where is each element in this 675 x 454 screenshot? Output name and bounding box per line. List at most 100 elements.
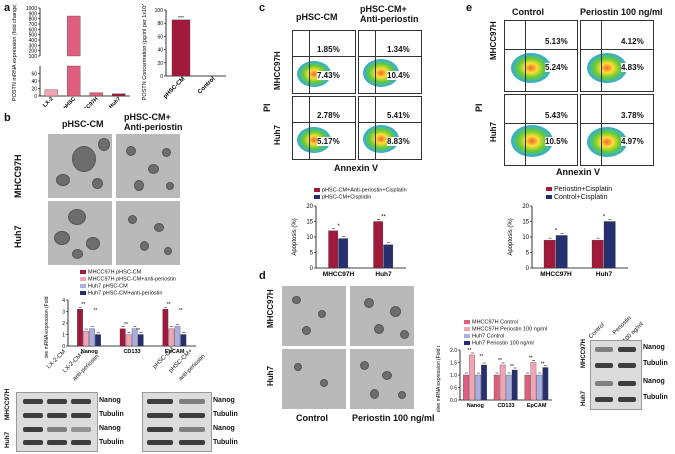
significance-mark: ** <box>81 302 85 308</box>
bar <box>89 328 95 347</box>
d-wb-row-2: Huh7 <box>581 391 587 406</box>
d-wb-row-1: MHCC97H <box>581 338 587 368</box>
e-q4-ur: 3.78% <box>621 111 644 120</box>
d-legend-2: MHCC97H Periostin 100 ng/ml <box>464 327 547 333</box>
b-western-blot-left <box>16 392 98 452</box>
d-legend-3: Huh7 Control <box>464 334 504 340</box>
significance-mark: * <box>337 224 340 230</box>
b-col-title-2a: pHSC-CM+ <box>124 112 171 122</box>
d-row-label-2: Huh7 <box>266 366 275 386</box>
y-tick-label: 1 <box>62 333 65 339</box>
c-row-label-1: MHCC97H <box>273 51 282 90</box>
c-q1-ur: 1.85% <box>317 45 340 54</box>
y-tick-label: 0.5 <box>450 386 457 392</box>
bar <box>162 309 169 347</box>
y-axis-label: POSTN mRNA expression (fold change) <box>12 4 18 101</box>
bar <box>44 89 58 97</box>
b-row-label-1: MHCC97H <box>13 154 23 198</box>
y-tick-label: 900 <box>29 11 38 17</box>
d-micrograph-2 <box>350 286 414 346</box>
y-tick-label: 0 <box>62 344 65 350</box>
c-q1-lr: 7.43% <box>317 71 340 80</box>
b-wb-row-1: MHCC97H <box>4 388 11 420</box>
x-tick-label: MHCC97H <box>77 96 100 108</box>
c-col-title-1: pHSC-CM <box>296 12 338 22</box>
e-q1-lr: 5.24% <box>545 63 568 72</box>
bar <box>469 354 475 401</box>
significance-mark: ** <box>179 308 183 314</box>
c-row-label-2: Huh7 <box>273 125 282 145</box>
bar <box>338 238 349 269</box>
c-legend-2: pHSC-CM+Cisplatin <box>314 195 371 201</box>
c-q2-ur: 1.34% <box>387 45 410 54</box>
significance-mark: ** <box>467 348 471 354</box>
x-tick-label: CD133 <box>123 349 140 355</box>
y-tick-label: 2 <box>62 321 65 327</box>
e-annexin-label: Annexin V <box>556 167 601 177</box>
c-flow-plot-3: 2.78% 5.17% <box>292 96 356 160</box>
y-tick-label: 700 <box>29 22 38 28</box>
d-micrograph-3 <box>282 349 346 409</box>
significance-mark: ** <box>541 362 545 368</box>
bar-lower <box>67 65 81 97</box>
c-q4-lr: 8.83% <box>387 137 410 146</box>
significance-mark: ** <box>136 328 140 334</box>
e-col-title-1: Control <box>512 7 544 17</box>
b-wb-band-8: Tubulin <box>213 439 238 446</box>
e-row-label-2: Huh7 <box>489 122 498 142</box>
y-tick-label: 200 <box>29 49 38 55</box>
x-tick-label: Control <box>197 76 217 96</box>
bar-upper <box>67 15 81 57</box>
y-tick-label: 20 <box>157 61 163 67</box>
bar <box>119 328 126 347</box>
e-legend-2: Control+Cisplatin <box>546 194 608 201</box>
x-tick-label: Huh7 <box>596 271 613 278</box>
b-wb-band-2: Tubulin <box>99 411 124 418</box>
c-annexin-label: Annexin V <box>334 163 379 173</box>
significance-mark: ** <box>93 308 97 314</box>
y-tick-label: 80 <box>157 21 163 27</box>
d-micrograph-1 <box>282 286 346 346</box>
x-tick-label: Nanog <box>467 403 484 409</box>
y-tick-label: 3 <box>62 310 65 316</box>
c-q3-ur: 2.78% <box>317 111 340 120</box>
panel-label-b: b <box>4 112 11 124</box>
bar <box>171 19 191 77</box>
y-tick-label: 300 <box>29 43 38 49</box>
e-flow-plot-4: 3.78% 4.97% <box>580 94 654 166</box>
y-tick-label: 100 <box>29 54 38 60</box>
bar <box>95 334 101 347</box>
x-tick-label: MHCC97H <box>323 271 355 278</box>
b-wb-band-5: Nanog <box>213 397 235 404</box>
y-tick-label: 5 <box>526 251 530 257</box>
bar <box>603 221 616 269</box>
bar <box>536 374 543 401</box>
x-tick-label: Huh7 <box>108 96 122 108</box>
bar <box>475 374 481 401</box>
chart-d-stemness-mrna: 0.0 0.5 1.0 1.5 2.0 Relative mRNA expression … <box>436 346 552 412</box>
bar <box>83 330 89 347</box>
d-col-title-2: Periostin 100 ng/ml <box>352 413 435 423</box>
significance-mark: ** <box>124 322 128 328</box>
bar <box>131 328 138 347</box>
bar <box>499 364 506 401</box>
e-q2-lr: 4.83% <box>621 63 644 72</box>
y-axis-label: POSTN Concentration (pg/ml per 1x10^6 ce… <box>142 4 148 100</box>
c-q4-ur: 5.41% <box>387 111 410 120</box>
e-flow-plot-3: 5.43% 10.5% <box>504 94 578 166</box>
y-tick-label: 0 <box>526 266 530 272</box>
bar <box>328 230 339 269</box>
bar <box>591 239 604 269</box>
bar <box>137 334 144 347</box>
b-micrograph-1 <box>48 134 112 198</box>
y-axis-label: Relative mRNA expression (Fold change) <box>44 296 50 358</box>
significance-mark: ** <box>381 215 386 221</box>
b-col-title-1: pHSC-CM <box>62 119 104 129</box>
y-tick-label: 10 <box>306 235 313 241</box>
panel-label-c: c <box>259 2 266 14</box>
b-micrograph-2 <box>116 134 180 198</box>
bar <box>89 92 103 97</box>
bar <box>463 374 469 401</box>
d-legend-1: MHCC97H Control <box>464 320 518 326</box>
panel-label-a: a <box>4 2 11 14</box>
